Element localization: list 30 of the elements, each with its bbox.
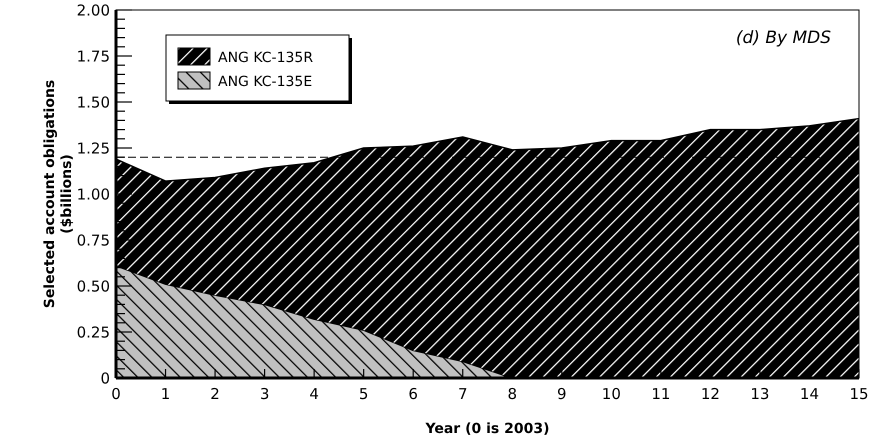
x-tick-label: 14 — [800, 385, 820, 403]
x-tick-label: 2 — [210, 385, 220, 403]
y-axis-title: Selected account obligations ($billions) — [42, 80, 75, 308]
x-tick-label: 13 — [750, 385, 770, 403]
x-tick-label: 8 — [507, 385, 518, 403]
y-tick-label: 0.50 — [76, 277, 110, 296]
x-tick-label: 12 — [700, 385, 720, 403]
y-tick-label: 1.25 — [76, 139, 110, 158]
y-tick-label: 0.25 — [76, 323, 110, 342]
x-tick-label: 15 — [849, 385, 869, 403]
y-tick-label: 2.00 — [76, 1, 110, 20]
x-tick-label: 7 — [458, 385, 468, 403]
y-tick-label: 0 — [100, 369, 110, 388]
text: (d) By MDS — [736, 28, 832, 48]
y-tick-label: 1.75 — [76, 47, 110, 66]
x-tick-label: 10 — [602, 385, 621, 403]
y-tick-label: 1.50 — [76, 93, 110, 112]
x-tick-label: 6 — [408, 385, 418, 403]
x-axis-title: Year (0 is 2003) — [424, 421, 550, 437]
x-tick-label: 3 — [260, 385, 270, 403]
x-tick-label: 4 — [309, 385, 319, 403]
y-tick-label: 1.00 — [76, 185, 110, 204]
legend-label: ANG KC-135E — [218, 74, 312, 90]
x-tick-label: 11 — [651, 385, 670, 403]
x-tick-label: 9 — [557, 385, 567, 403]
x-tick-label: 5 — [358, 385, 368, 403]
legend-label: ANG KC-135R — [218, 50, 314, 66]
x-tick-label: 1 — [160, 385, 170, 403]
y-tick-label: 0.75 — [76, 231, 110, 250]
x-tick-label: 0 — [111, 385, 121, 403]
